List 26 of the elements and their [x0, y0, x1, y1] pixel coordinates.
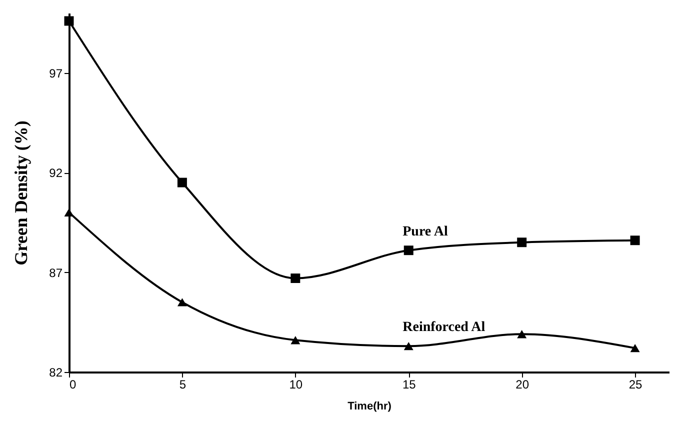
point [177, 178, 187, 188]
point [290, 336, 300, 344]
point [630, 344, 640, 352]
series-label: Pure Al [402, 224, 448, 240]
series-label: Reinforced Al [402, 320, 486, 336]
y-tick-label: 92 [49, 166, 63, 180]
x-tick-label: 5 [179, 378, 186, 392]
x-tick-label: 10 [289, 378, 303, 392]
x-tick-label: 15 [402, 378, 416, 392]
point [290, 274, 300, 284]
x-tick-label: 20 [516, 378, 530, 392]
point [64, 16, 74, 26]
x-axis-title: Time(hr) [348, 400, 392, 412]
point [177, 298, 187, 306]
x-tick-label: 0 [70, 378, 76, 392]
point [404, 342, 414, 350]
x-tick-label: 25 [628, 378, 643, 392]
y-tick-label: 87 [49, 266, 63, 280]
point [404, 246, 414, 256]
point [64, 208, 74, 217]
point [630, 236, 640, 246]
point [517, 238, 527, 248]
y-axis-title: Green Density (%) [11, 120, 32, 266]
y-tick-label: 97 [49, 66, 63, 80]
point [517, 330, 527, 338]
y-tick-label: 82 [49, 366, 63, 380]
